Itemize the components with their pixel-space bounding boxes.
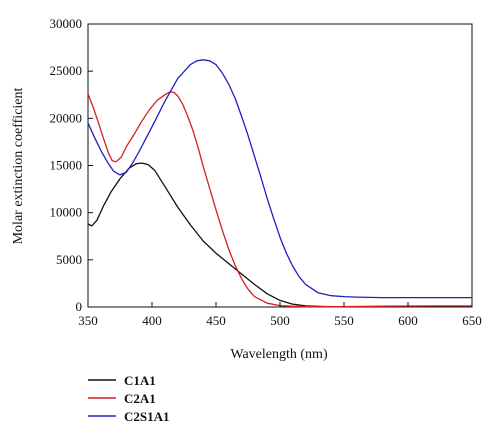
x-axis: 350 400 450 500 550 600 650 (78, 302, 482, 328)
plot-frame (87, 23, 473, 308)
y-tick-label: 30000 (50, 16, 83, 31)
y-tick-label: 20000 (50, 110, 83, 125)
legend-label-c2a1: C2A1 (124, 391, 156, 406)
y-axis: 0 5000 10000 15000 20000 25000 30000 (50, 16, 93, 314)
y-tick-label: 10000 (50, 205, 83, 220)
y-tick-label: 15000 (50, 158, 83, 173)
x-tick-label: 400 (142, 313, 162, 328)
x-tick-label: 500 (270, 313, 290, 328)
series-line-c1a1 (87, 162, 472, 308)
x-tick-label: 650 (462, 313, 482, 328)
legend-label-c2s1a1: C2S1A1 (124, 409, 170, 424)
y-tick-label: 5000 (56, 252, 82, 267)
legend-label-c1a1: C1A1 (124, 373, 156, 388)
x-tick-label: 450 (206, 313, 226, 328)
x-axis-title: Wavelength (nm) (230, 347, 328, 362)
x-tick-label: 550 (334, 313, 354, 328)
plot-area (87, 23, 473, 308)
series-line-c2a1 (87, 91, 472, 308)
y-tick-label: 0 (76, 299, 83, 314)
y-axis-title: Molar extinction coefficient (11, 87, 26, 244)
x-tick-label: 600 (398, 313, 418, 328)
legend: C1A1 C2A1 C2S1A1 (88, 373, 170, 424)
y-tick-label: 25000 (50, 63, 83, 78)
x-tick-label: 350 (78, 313, 98, 328)
series-line-c2s1a1 (87, 59, 472, 299)
